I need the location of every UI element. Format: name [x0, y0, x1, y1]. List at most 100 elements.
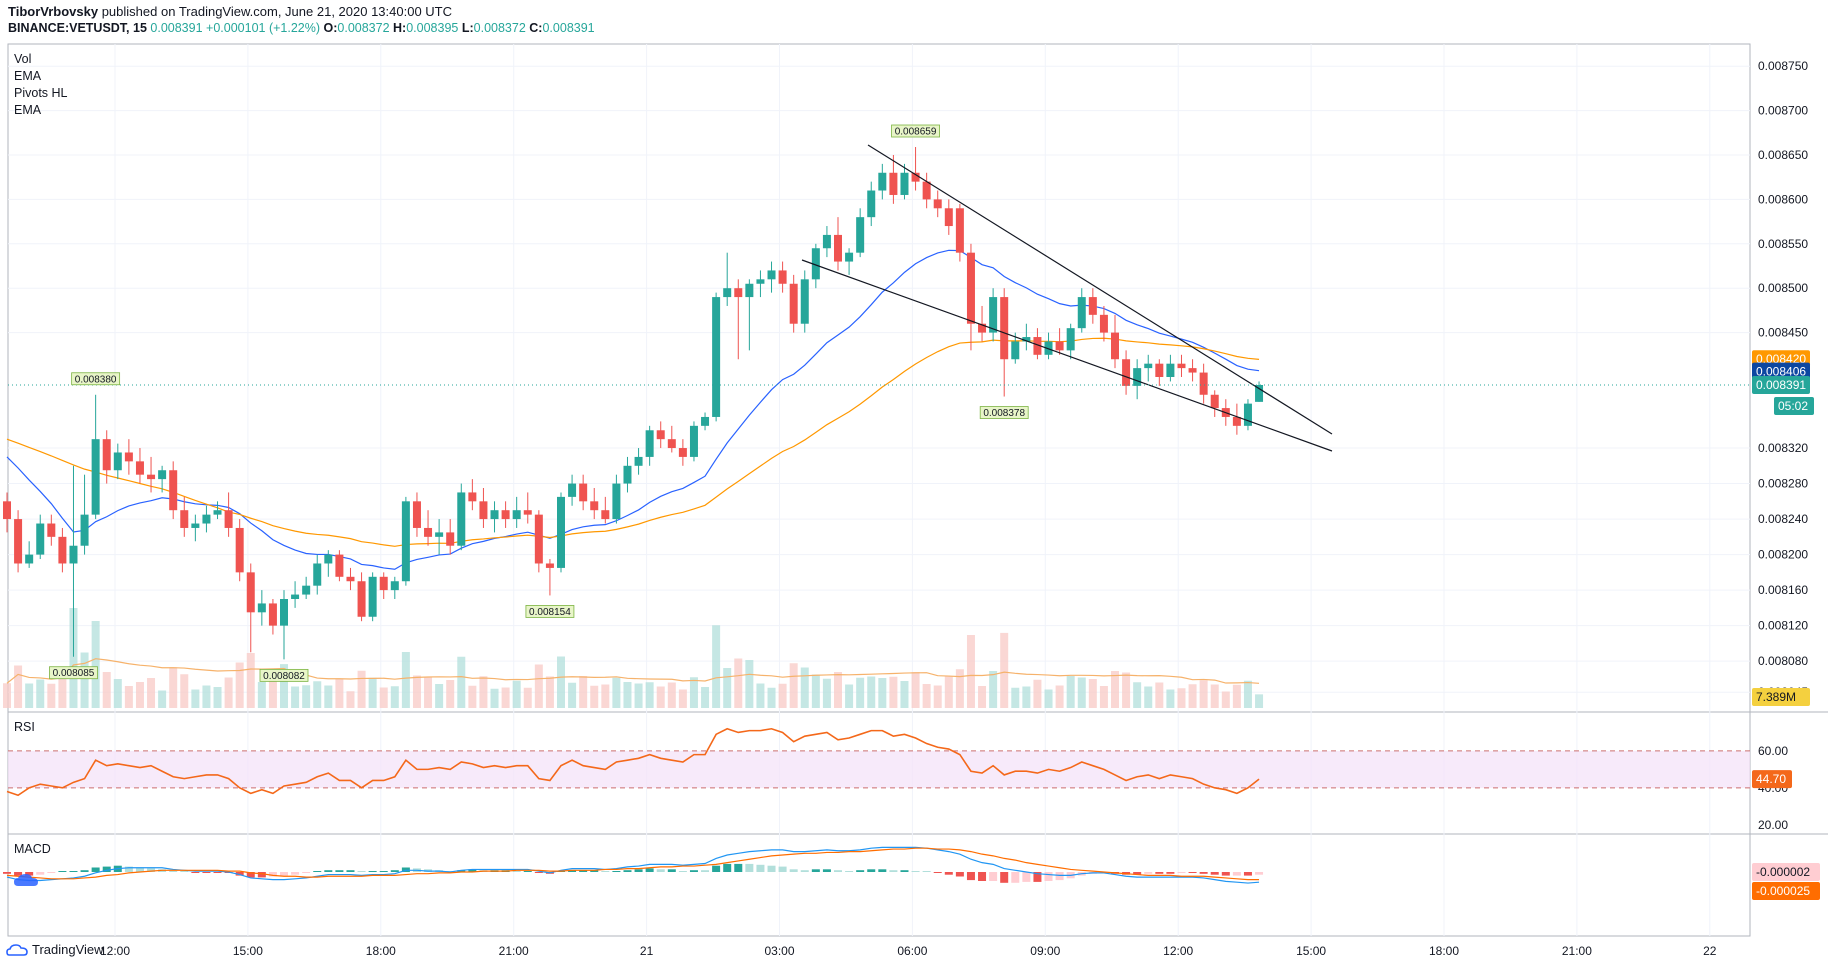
- volume-bar: [1033, 679, 1042, 708]
- x-tick-label: 15:00: [1296, 944, 1326, 958]
- candle: [401, 496, 410, 586]
- macd-histogram-bar: [701, 870, 710, 872]
- candle-body: [401, 501, 410, 582]
- candle-body: [302, 585, 311, 595]
- candle-body: [3, 501, 11, 520]
- candle-body: [523, 510, 532, 515]
- macd-histogram-bar: [800, 870, 809, 872]
- candle: [1133, 359, 1142, 400]
- signal-line: [6, 847, 1260, 881]
- candle: [534, 510, 543, 573]
- volume-bar: [1243, 680, 1252, 708]
- candle: [435, 519, 444, 555]
- x-tick-label: 12:00: [1163, 944, 1193, 958]
- candle-body: [1155, 363, 1164, 377]
- candle-body: [745, 283, 754, 298]
- candle-body: [257, 603, 266, 613]
- candle: [1044, 332, 1053, 360]
- legend-ema-slow[interactable]: EMA: [14, 103, 42, 117]
- price-tag-text: 7.389M: [1756, 690, 1796, 704]
- rsi-last-tag: 44.70: [1752, 770, 1792, 789]
- candle: [191, 514, 200, 542]
- macd-histogram-bar: [213, 872, 222, 873]
- candle-body: [1243, 403, 1252, 426]
- volume-bar: [523, 687, 532, 708]
- macd-histogram-bar: [291, 872, 300, 875]
- volume-bar: [69, 608, 78, 708]
- volume-bar: [147, 678, 156, 708]
- volume-bar: [1077, 677, 1086, 708]
- y-tick-label: 0.008550: [1758, 237, 1808, 251]
- candle: [878, 163, 887, 200]
- candle: [568, 474, 577, 506]
- site-name[interactable]: TradingView.com: [178, 4, 278, 19]
- macd-histogram-bar: [191, 872, 200, 873]
- y-tick-label: 0.008080: [1758, 654, 1808, 668]
- candle-body: [1199, 372, 1208, 395]
- candle: [1066, 323, 1075, 360]
- published-on-prefix: published on: [101, 4, 176, 19]
- candle: [412, 492, 421, 537]
- candle-body: [379, 576, 388, 591]
- volume-bar: [623, 682, 632, 708]
- candle: [889, 155, 898, 204]
- candle: [800, 270, 809, 333]
- candle: [69, 465, 78, 657]
- candle-body: [224, 510, 233, 528]
- candle: [1022, 323, 1031, 351]
- y-tick-label: 0.008450: [1758, 326, 1808, 340]
- candle: [856, 208, 865, 258]
- macd-histogram-bar: [135, 867, 144, 872]
- publisher-name[interactable]: TiborVrbovsky: [8, 4, 99, 19]
- candle-body: [623, 465, 632, 484]
- tradingview-logo[interactable]: TradingView: [6, 942, 104, 957]
- upper-trendline: [867, 144, 1333, 435]
- volume-bar: [1188, 684, 1197, 708]
- publish-info: TiborVrbovsky published on TradingView.c…: [8, 4, 452, 19]
- volume-bar: [324, 685, 333, 708]
- candle-body: [989, 297, 998, 333]
- candle: [335, 550, 344, 582]
- legend-ema-fast[interactable]: EMA: [14, 69, 42, 83]
- macd-histogram-bar: [280, 872, 288, 876]
- candle-body: [778, 270, 787, 284]
- publish-datetime: , June 21, 2020 13:40:00 UTC: [277, 4, 453, 19]
- volume-bar: [955, 669, 964, 708]
- candle: [91, 394, 100, 520]
- candle: [689, 421, 698, 462]
- macd-histogram-bar: [778, 866, 787, 872]
- volume-bar: [124, 686, 133, 708]
- candle-body: [1066, 328, 1075, 351]
- candle: [712, 292, 721, 422]
- candle: [911, 147, 920, 191]
- macd-pane-label[interactable]: MACD: [14, 842, 51, 856]
- ema-fast-line: [6, 249, 1260, 570]
- legend-pivots[interactable]: Pivots HL: [14, 86, 68, 100]
- candle-body: [501, 510, 510, 520]
- candle-body: [867, 190, 876, 218]
- candle: [1000, 288, 1009, 397]
- rsi-pane-label[interactable]: RSI: [14, 720, 35, 734]
- volume-bar: [678, 689, 687, 708]
- candle: [124, 439, 133, 475]
- macd-histogram-bar: [235, 872, 244, 876]
- candle-body: [723, 288, 732, 298]
- candle: [955, 203, 964, 262]
- volume-bar: [889, 676, 898, 708]
- candle-body: [889, 172, 898, 195]
- candle: [1255, 381, 1264, 402]
- candle-body: [955, 208, 964, 253]
- candle: [379, 572, 388, 599]
- candle-body: [80, 514, 89, 546]
- volume-bar: [1000, 632, 1009, 708]
- candle: [978, 305, 987, 342]
- candle: [1177, 354, 1186, 377]
- volume-bar: [1011, 687, 1020, 708]
- legend-vol[interactable]: Vol: [14, 52, 32, 66]
- macd-histogram-bar: [1210, 872, 1219, 875]
- y-tick-label: 0.008650: [1758, 148, 1808, 162]
- pivot-label: 0.008380: [71, 372, 121, 385]
- signal-last-tag: -0.000025: [1752, 882, 1820, 900]
- x-tick-label: 09:00: [1030, 944, 1060, 958]
